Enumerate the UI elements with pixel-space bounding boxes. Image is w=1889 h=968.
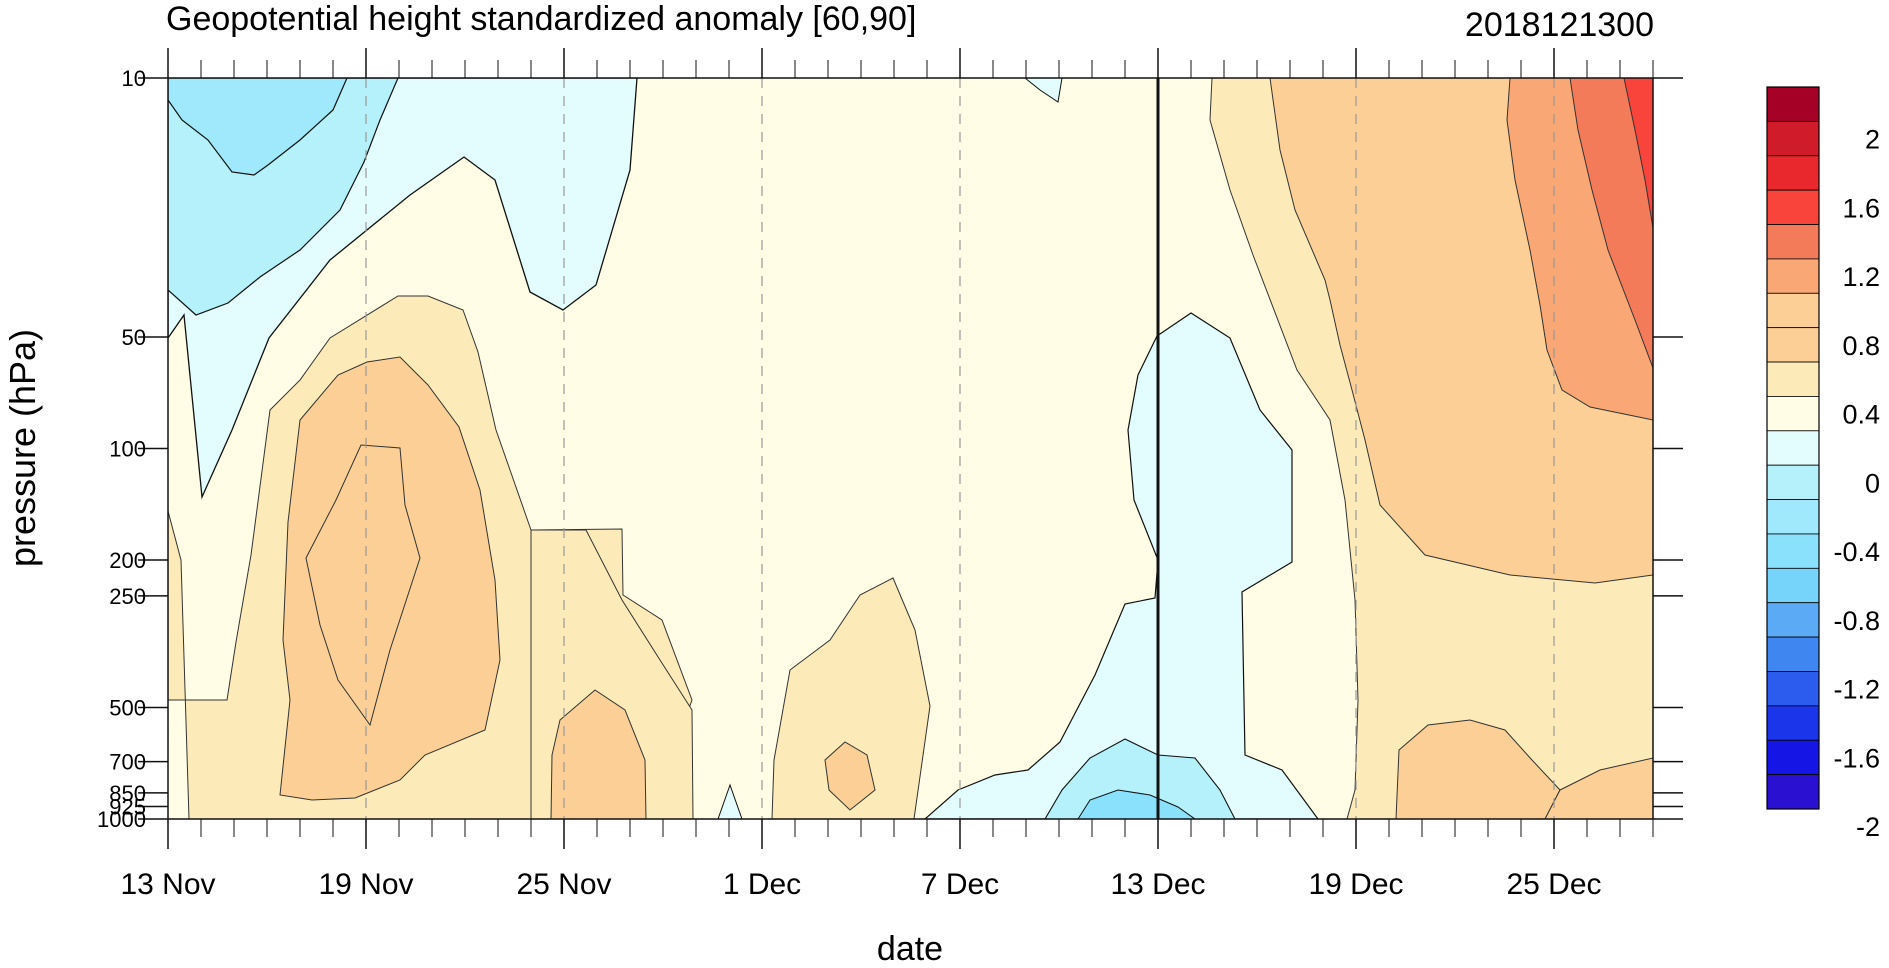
strong-negative-anomaly-near-surface	[1077, 789, 1196, 819]
colorbar-label: 0	[1865, 468, 1880, 498]
colorbar-swatch	[1766, 327, 1820, 363]
moderate-anomaly-region-early-december	[824, 741, 876, 811]
colorbar-label: 1.6	[1842, 193, 1880, 223]
colorbar-swatch	[1766, 155, 1820, 191]
colorbar-swatch	[1766, 499, 1820, 535]
colorbar-label: 0.4	[1842, 400, 1880, 430]
pressure-tick-label: 700	[109, 750, 146, 775]
colorbar-swatch	[1766, 567, 1820, 604]
negative-anomaly-region-mid-december	[924, 312, 1319, 819]
pressure-tick-label: 1000	[97, 807, 146, 832]
pressure-tick-label: 925	[109, 794, 146, 819]
date-tick-label: 1 Dec	[723, 868, 801, 901]
date-tick-label: 25 Nov	[516, 868, 611, 901]
pressure-tick-label: 10	[122, 66, 146, 91]
colorbar-frame	[1766, 86, 1820, 810]
pressure-tick-label: 100	[109, 437, 146, 462]
colorbar-swatch	[1766, 533, 1820, 569]
colorbar-swatch	[1766, 464, 1820, 500]
strong-negative-anomaly-region	[168, 78, 348, 176]
positive-anomaly-region-early-december	[771, 577, 931, 819]
pressure-tick-label: 850	[109, 781, 146, 806]
date-minor-ticks	[167, 60, 1654, 837]
date-tick-label: 25 Dec	[1506, 868, 1601, 901]
date-tick-label: 19 Dec	[1308, 868, 1403, 901]
date-tick-label: 13 Dec	[1110, 868, 1205, 901]
small-negative-anomaly-top	[1024, 78, 1063, 103]
plot-area	[168, 78, 1653, 819]
pressure-tick-label: 50	[122, 325, 146, 350]
colorbar-swatch	[1766, 86, 1820, 122]
colorbar-label: 0.8	[1842, 331, 1880, 361]
very-strong-anomaly-region-late-december	[1569, 78, 1653, 369]
date-axis: 13 Nov 19 Nov 25 Nov 1 Dec 7 Dec 13 Dec 19 Dec…	[120, 48, 1602, 901]
colorbar-swatch	[1766, 774, 1820, 810]
moderate-anomaly-region-surface-end-december	[1544, 757, 1653, 819]
colorbar-swatch	[1766, 292, 1820, 329]
colorbar-swatch	[1766, 739, 1820, 776]
colorbar-swatch	[1766, 636, 1820, 672]
colorbar-swatch	[1766, 705, 1820, 741]
chart-title: Geopotential height standardized anomaly…	[166, 0, 916, 38]
colorbar-label: 2	[1865, 125, 1880, 155]
run-label: 2018121300	[1465, 6, 1654, 44]
colorbar-swatch	[1766, 671, 1820, 707]
pressure-tick-label: 500	[109, 695, 146, 720]
colorbar-swatch	[1766, 361, 1820, 397]
colorbar-swatch	[1766, 602, 1820, 638]
colorbar-label: -0.4	[1833, 537, 1880, 567]
pressure-tick-label: 200	[109, 548, 146, 573]
colorbar-swatch	[1766, 224, 1820, 260]
colorbar-swatch	[1766, 396, 1820, 432]
date-tick-label: 7 Dec	[921, 868, 999, 901]
x-axis-title: date	[877, 930, 943, 963]
colorbar-swatch	[1766, 120, 1820, 157]
small-negative-anomaly-surface	[717, 783, 743, 819]
colorbar-label: -0.8	[1833, 606, 1880, 636]
pressure-tick-label: 250	[109, 584, 146, 609]
extreme-anomaly-region-late-december	[1623, 78, 1653, 229]
strong-anomaly-core-november	[305, 444, 421, 727]
colorbar-label: -2	[1856, 812, 1880, 842]
moderate-anomaly-region-late-november	[550, 689, 647, 819]
colorbar-swatch	[1766, 430, 1820, 466]
colorbar-label: 1.2	[1842, 262, 1880, 292]
colorbar: 2 1.6 1.2 0.8 0.4 0 -0.4 -0.8 -1.2 -1.6 -2	[1766, 86, 1880, 842]
date-tick-label: 19 Nov	[318, 868, 413, 901]
date-tick-label: 13 Nov	[120, 868, 215, 901]
colorbar-swatch	[1766, 189, 1820, 225]
colorbar-label: -1.6	[1833, 743, 1880, 773]
y-axis-title: pressure (hPa)	[2, 329, 43, 567]
colorbar-label: -1.2	[1833, 675, 1880, 705]
colorbar-swatch	[1766, 258, 1820, 294]
